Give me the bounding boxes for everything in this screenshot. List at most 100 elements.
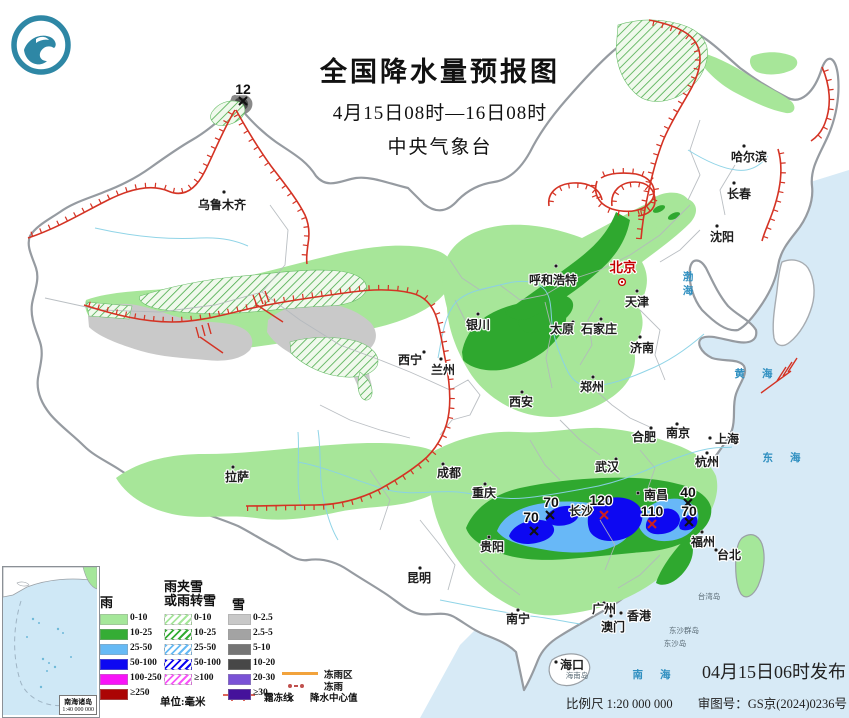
frost-tick: [677, 100, 683, 105]
map-scale: 比例尺 1:20 000 000: [566, 697, 673, 711]
frost-tick: [301, 293, 304, 299]
precip-center-label: 降水中心值: [310, 694, 358, 704]
city-label: 昆明: [407, 571, 431, 585]
frost-tick: [243, 130, 249, 134]
legend-item-label: 50-100: [130, 658, 157, 668]
frost-tick: [668, 117, 674, 121]
city-dot: [731, 180, 737, 186]
frost-tick: [297, 208, 303, 212]
cma-logo: [8, 12, 74, 78]
legend-item-label: 25-50: [130, 643, 153, 653]
frost-tick: [358, 286, 361, 292]
frost-tick: [612, 168, 615, 174]
frost-tick: [115, 190, 119, 196]
frost-tick: [417, 464, 422, 469]
frost-tick: [763, 235, 769, 239]
frost-tick: [652, 198, 658, 202]
city-label: 济南: [630, 340, 654, 355]
frost-tick: [620, 185, 625, 191]
capital-marker-dot: [620, 280, 624, 284]
frost-tick: [193, 178, 199, 183]
city-dot: [704, 450, 710, 456]
frost-tick: [437, 443, 443, 447]
legend-column-title: 雪: [232, 597, 246, 612]
frost-tick: [441, 434, 447, 439]
freezing-rain-dash-icon: [294, 684, 298, 687]
city-dot: [440, 461, 446, 467]
city-label: 乌鲁木齐: [198, 197, 247, 212]
legend-swatch: [228, 614, 251, 625]
title-block: 全国降水量预报图 4月15日08时—16日08时 中央气象台: [280, 50, 600, 159]
frost-tick: [643, 190, 649, 193]
frost-tick: [330, 289, 333, 295]
city-label: 南宁: [506, 611, 530, 626]
frost-tick: [89, 203, 94, 209]
frost-tick: [690, 76, 696, 80]
frost-tick: [332, 503, 335, 509]
city-dot: [475, 311, 481, 317]
map-meta-line: 比例尺 1:20 000 000 审图号：GS京(2024)0236号: [566, 693, 847, 712]
legend-column-title: 或雨转雪: [164, 593, 217, 608]
legend-swatch: [228, 674, 251, 685]
issuing-agency: 中央气象台: [387, 137, 493, 158]
frost-tick: [653, 188, 659, 191]
precip-center-x-icon: [545, 510, 555, 520]
city-label: 沈阳: [710, 229, 734, 244]
island-label: 海南岛: [566, 670, 589, 680]
frost-tick: [402, 475, 407, 480]
frost-tick: [558, 186, 563, 192]
city-label: 南京: [666, 425, 690, 440]
legend-item-label: 20-30: [253, 673, 276, 683]
city-dot: [515, 607, 521, 613]
frost-tick: [652, 20, 655, 27]
frost-tick: [287, 192, 292, 197]
sea-label: 渤海: [683, 270, 694, 297]
frost-tick: [598, 202, 603, 208]
inset-scale: 1:40 000 000: [62, 707, 94, 713]
frost-tick: [636, 228, 643, 230]
precip-center-value: 12: [235, 81, 251, 97]
frost-tick: [826, 78, 832, 82]
frost-tick: [163, 184, 167, 190]
frost-tick: [431, 450, 437, 456]
frost-tick: [656, 143, 662, 147]
frost-tick: [339, 288, 342, 294]
frost-tick: [638, 182, 641, 188]
inset-name: 南海诸岛: [64, 698, 93, 706]
legend-item-label: ≥250: [130, 688, 150, 698]
frost-tick: [637, 209, 640, 215]
legend-swatch: [164, 629, 192, 640]
legend-swatch: [100, 674, 128, 685]
legend-freezing-rain: 冻雨: [288, 681, 343, 693]
frost-tick: [629, 182, 632, 188]
frost-tick: [443, 350, 449, 353]
precip-center-x-icon: [684, 517, 694, 527]
sea-label: 黄 海: [735, 367, 780, 380]
frost-tick: [154, 182, 157, 188]
legend-swatch: [164, 614, 192, 625]
city-dot: [590, 374, 596, 380]
hainan-island: [548, 653, 591, 687]
frost-tick: [669, 25, 673, 32]
frost-tick: [425, 457, 430, 463]
frost-tick: [275, 177, 281, 182]
frost-tick: [386, 485, 390, 490]
legend-swatch: [100, 629, 128, 640]
frost-tick: [693, 67, 699, 71]
city-label: 澳门: [601, 619, 625, 634]
frost-tick: [661, 23, 664, 29]
city-dot: [417, 565, 423, 571]
frost-tick: [649, 177, 654, 182]
taiwan-island: [735, 534, 765, 598]
frost-tick: [202, 163, 208, 167]
frost-tick: [301, 216, 307, 220]
map-title: 全国降水量预报图: [320, 57, 560, 87]
city-label: 长沙: [569, 503, 593, 518]
frost-tick: [823, 69, 829, 73]
city-label: 南昌: [644, 487, 668, 502]
city-dot: [648, 425, 654, 431]
frost-tick: [430, 302, 436, 307]
city-dot: [598, 316, 604, 322]
frost-tick: [208, 312, 211, 318]
frost-tick: [311, 292, 314, 298]
